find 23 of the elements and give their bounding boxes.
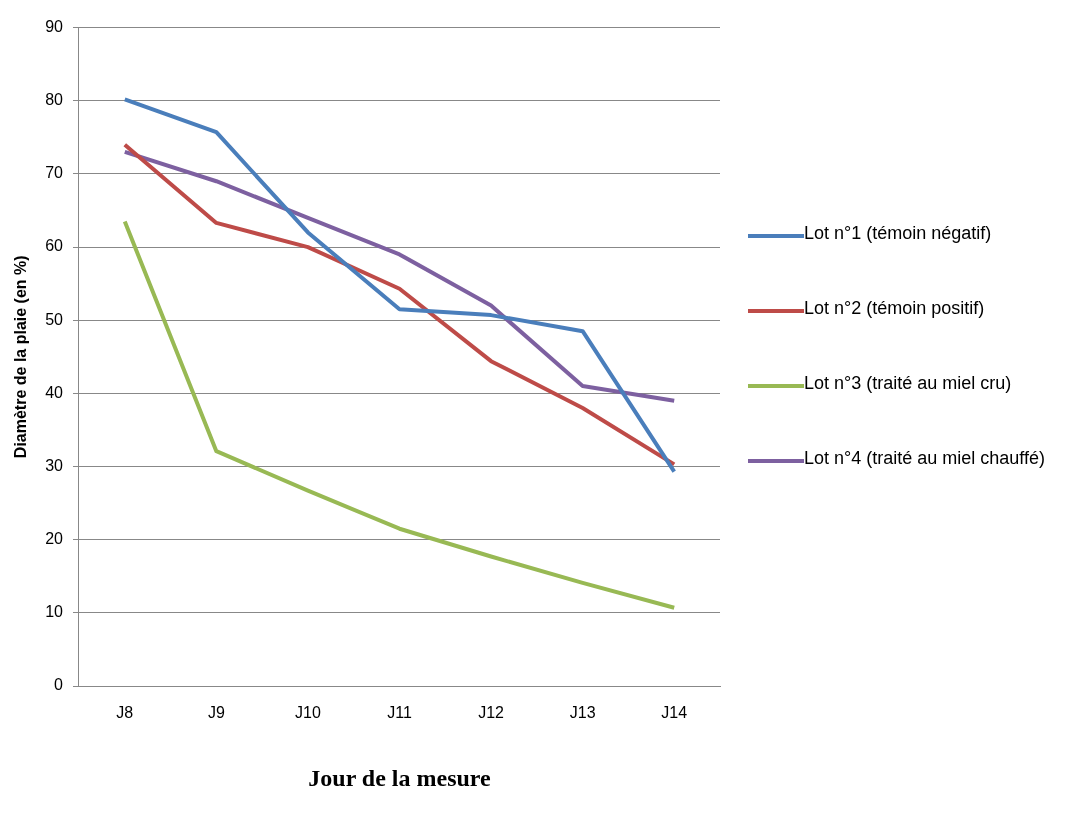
legend-label: Lot n°4 (traité au miel chauffé)	[804, 448, 1046, 469]
x-tick-label: J14	[661, 704, 688, 722]
y-axis-title: Diamètre de la plaie (en %)	[12, 255, 30, 459]
y-tick-label: 10	[45, 603, 64, 621]
x-tick-label: J10	[295, 704, 321, 722]
x-tick-label: J8	[116, 704, 134, 722]
x-tick-label: J12	[478, 704, 505, 722]
y-tick-label: 80	[45, 91, 64, 109]
y-tick-label: 40	[45, 383, 64, 401]
y-tick-label: 0	[54, 676, 64, 694]
x-tick-label: J9	[207, 704, 225, 722]
x-tick-label: J11	[387, 704, 412, 722]
x-axis-title: Jour de la mesure	[308, 764, 492, 791]
legend-label: Lot n°3 (traité au miel cru)	[804, 373, 1013, 394]
y-tick-label: 70	[45, 164, 64, 182]
y-tick-label: 60	[45, 237, 64, 255]
y-tick-label: 30	[45, 456, 64, 474]
legend-label: Lot n°1 (témoin négatif)	[804, 223, 993, 244]
y-tick-label: 20	[45, 530, 64, 548]
x-tick-label: J13	[569, 704, 596, 722]
legend-label: Lot n°2 (témoin positif)	[804, 298, 986, 319]
y-tick-label: 90	[45, 18, 64, 36]
y-tick-label: 50	[45, 310, 64, 328]
